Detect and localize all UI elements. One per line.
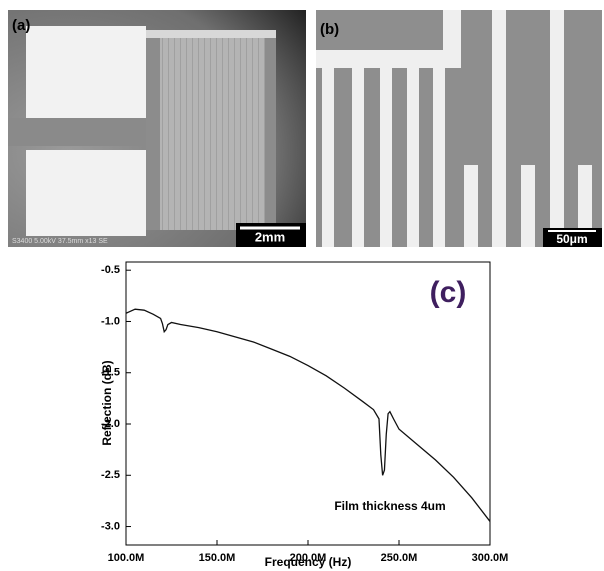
line-series (125, 308, 491, 522)
y-tick-label: -0.5 (101, 264, 120, 276)
x-tick-label: 300.0M (472, 552, 509, 564)
panel-b: 50μm (b) (316, 10, 602, 247)
scale-label: 2mm (255, 229, 285, 244)
x-tick-label: 200.0M (290, 552, 327, 564)
scale-label: 50μm (556, 232, 587, 246)
y-tick-label: -3.0 (101, 520, 120, 532)
scale-box (543, 228, 602, 247)
y-tick-label: -1.5 (101, 367, 120, 379)
panel-label: (b) (320, 21, 339, 38)
pad (26, 26, 146, 118)
chart-title: (c) (430, 276, 467, 309)
comb-bar (316, 50, 461, 68)
sem-footer: S3400 5.00kV 37.5mm x13 SE (12, 238, 108, 245)
y-tick-label: -1.0 (101, 315, 120, 327)
x-tick-label: 150.0M (199, 552, 236, 564)
chart: (c) Film thickness 4um Frequency (Hz) Re… (100, 261, 509, 569)
electrode-array (160, 38, 265, 230)
y-tick-label: -2.0 (101, 418, 120, 430)
x-axis-label: Frequency (Hz) (265, 555, 352, 569)
y-tick-label: -2.5 (101, 469, 120, 481)
fingers (322, 10, 592, 247)
annotation: Film thickness 4um (334, 499, 445, 513)
x-tick-label: 250.0M (381, 552, 418, 564)
y-axis-label: Reflection (dB) (100, 360, 114, 445)
panel-a: S3400 5.00kV 37.5mm x13 SE 2mm (a) (8, 10, 306, 247)
gap (8, 118, 158, 146)
x-tick-label: 100.0M (108, 552, 145, 564)
panel-label: (a) (12, 17, 30, 34)
frame (146, 30, 276, 38)
comb-bar (443, 10, 461, 68)
pad (26, 150, 146, 236)
